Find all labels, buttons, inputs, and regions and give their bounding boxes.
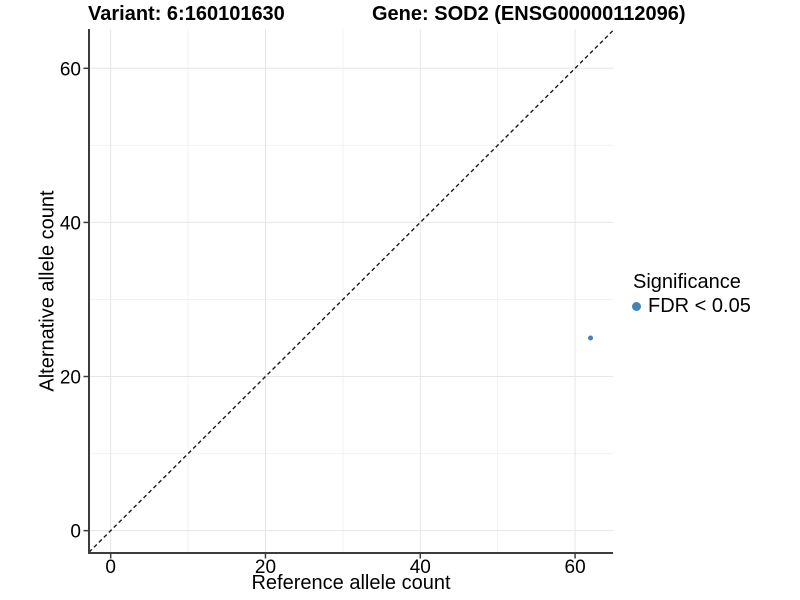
tick-marks xyxy=(83,67,576,559)
legend-item: FDR < 0.05 xyxy=(631,296,751,316)
legend-item-label: FDR < 0.05 xyxy=(648,295,751,317)
svg-text:20: 20 xyxy=(60,368,81,389)
svg-text:0: 0 xyxy=(70,522,81,543)
svg-text:20: 20 xyxy=(255,557,276,578)
plot-title-variant: Variant: 6:160101630 xyxy=(88,3,285,25)
identity-line xyxy=(89,30,613,553)
gridlines-minor xyxy=(89,29,613,553)
svg-text:60: 60 xyxy=(60,59,81,80)
svg-text:60: 60 xyxy=(565,557,586,578)
x-tick-labels: 0 20 40 60 xyxy=(105,557,585,578)
legend: Significance FDR < 0.05 xyxy=(631,272,751,316)
svg-text:40: 40 xyxy=(60,213,81,234)
plot-title-gene: Gene: SOD2 (ENSG00000112096) xyxy=(372,3,686,25)
gridlines-major xyxy=(89,29,613,553)
x-axis-title: Reference allele count xyxy=(251,572,451,594)
legend-title: Significance xyxy=(633,271,741,293)
svg-text:0: 0 xyxy=(105,557,116,578)
svg-text:40: 40 xyxy=(410,557,431,578)
data-point xyxy=(588,335,594,341)
y-axis-title: Alternative allele count xyxy=(36,190,59,392)
legend-point-marker-icon xyxy=(632,301,641,311)
y-tick-labels: 0 20 40 60 xyxy=(60,59,81,542)
axis-lines xyxy=(88,29,613,554)
